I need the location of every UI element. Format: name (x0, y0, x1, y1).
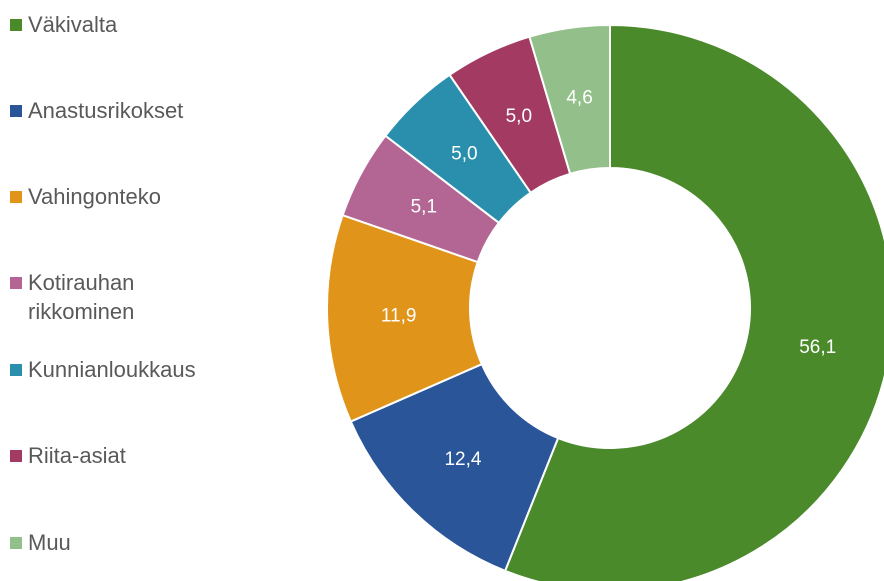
data-label: 5,0 (506, 106, 532, 127)
legend-item: Kotirauhan rikkominen (10, 268, 240, 326)
legend-swatch (10, 277, 22, 289)
legend-item: Muu (10, 528, 240, 557)
legend-item: Riita-asiat (10, 441, 240, 470)
data-label: 5,1 (411, 197, 437, 218)
legend-label: Vahingonteko (28, 184, 161, 209)
legend-label: Muu (28, 530, 71, 555)
legend-swatch (10, 364, 22, 376)
legend-label: Riita-asiat (28, 443, 126, 468)
legend-item: Vahingonteko (10, 182, 240, 211)
legend-item: Väkivalta (10, 10, 240, 39)
legend-swatch (10, 105, 22, 117)
legend-label: Anastusrikokset (28, 98, 184, 123)
legend-label: Väkivalta (28, 12, 118, 37)
legend-label: Kotirauhan rikkominen (28, 270, 135, 324)
legend-swatch (10, 537, 22, 549)
donut-slice (503, 23, 884, 581)
legend-label: Kunnianloukkaus (28, 357, 196, 382)
legend-item: Anastusrikokset (10, 96, 240, 125)
legend-swatch (10, 191, 22, 203)
donut-slice (326, 213, 484, 423)
legend-item: Kunnianloukkaus (10, 355, 240, 384)
data-label: 12,4 (444, 449, 481, 470)
legend-swatch (10, 450, 22, 462)
legend-swatch (10, 19, 22, 31)
data-label: 5,0 (451, 144, 477, 165)
data-label: 11,9 (381, 305, 417, 326)
data-label: 56,1 (799, 337, 836, 358)
data-label: 4,6 (566, 88, 592, 109)
donut-slice (528, 23, 611, 176)
